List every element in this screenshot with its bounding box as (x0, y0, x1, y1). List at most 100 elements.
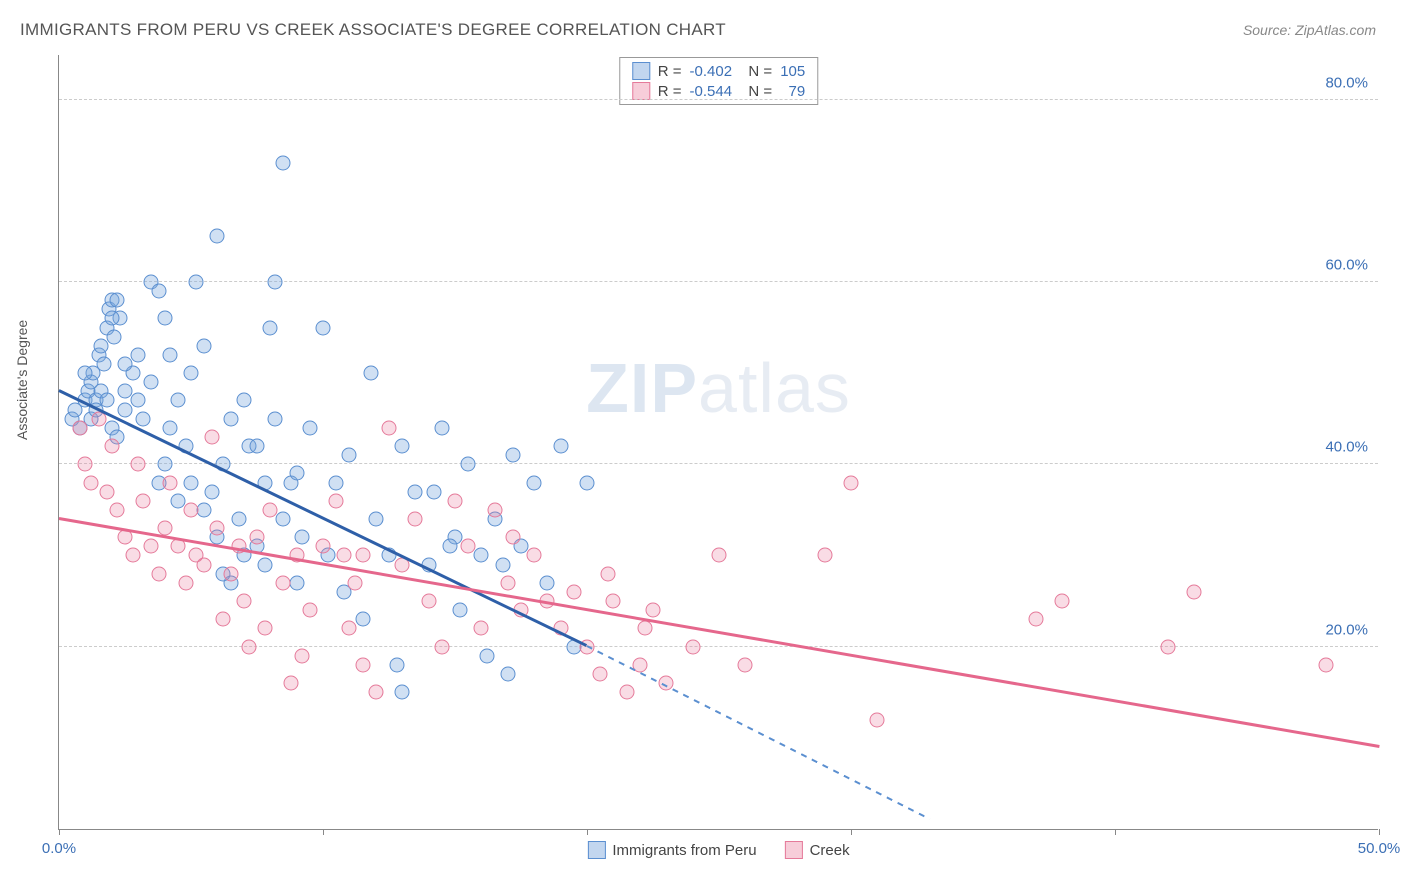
data-point (107, 329, 122, 344)
data-point (500, 575, 515, 590)
data-point (170, 393, 185, 408)
data-point (593, 667, 608, 682)
data-point (434, 639, 449, 654)
source-label: Source: ZipAtlas.com (1243, 22, 1376, 38)
data-point (289, 575, 304, 590)
trend-line (58, 389, 587, 647)
data-point (144, 539, 159, 554)
data-point (257, 621, 272, 636)
data-point (131, 393, 146, 408)
data-point (566, 584, 581, 599)
data-point (136, 493, 151, 508)
data-point (184, 475, 199, 490)
gridline (59, 646, 1378, 647)
gridline (59, 463, 1378, 464)
data-point (110, 293, 125, 308)
data-point (294, 530, 309, 545)
data-point (355, 548, 370, 563)
data-point (184, 502, 199, 517)
data-point (99, 393, 114, 408)
data-point (844, 475, 859, 490)
ytick-label: 60.0% (1325, 256, 1368, 273)
data-point (250, 530, 265, 545)
data-point (553, 439, 568, 454)
data-point (355, 657, 370, 672)
gridline (59, 99, 1378, 100)
data-point (131, 347, 146, 362)
data-point (99, 484, 114, 499)
data-point (474, 621, 489, 636)
data-point (606, 594, 621, 609)
data-point (712, 548, 727, 563)
data-point (461, 539, 476, 554)
data-point (197, 557, 212, 572)
data-point (263, 320, 278, 335)
data-point (500, 667, 515, 682)
data-point (1319, 657, 1334, 672)
data-point (368, 685, 383, 700)
legend-swatch-series1 (587, 841, 605, 859)
data-point (197, 502, 212, 517)
data-point (210, 521, 225, 536)
data-point (131, 457, 146, 472)
data-point (162, 347, 177, 362)
data-point (83, 475, 98, 490)
stats-row-series1: R = -0.402 N = 105 (632, 62, 805, 80)
data-point (284, 676, 299, 691)
xtick-label: 0.0% (42, 840, 76, 857)
data-point (870, 712, 885, 727)
data-point (1160, 639, 1175, 654)
xtick (851, 829, 852, 835)
data-point (276, 512, 291, 527)
data-point (118, 357, 133, 372)
data-point (184, 366, 199, 381)
data-point (580, 475, 595, 490)
data-point (73, 420, 88, 435)
data-point (368, 512, 383, 527)
data-point (263, 502, 278, 517)
data-point (1055, 594, 1070, 609)
data-point (342, 621, 357, 636)
data-point (96, 357, 111, 372)
data-point (527, 475, 542, 490)
data-point (619, 685, 634, 700)
data-point (197, 338, 212, 353)
data-point (162, 420, 177, 435)
data-point (276, 156, 291, 171)
xtick (59, 829, 60, 835)
data-point (474, 548, 489, 563)
ytick-label: 80.0% (1325, 74, 1368, 91)
data-point (104, 439, 119, 454)
data-point (289, 466, 304, 481)
data-point (157, 311, 172, 326)
data-point (78, 366, 93, 381)
xtick (323, 829, 324, 835)
data-point (110, 502, 125, 517)
swatch-series2 (632, 82, 650, 100)
data-point (448, 493, 463, 508)
legend: Immigrants from Peru Creek (587, 841, 849, 859)
data-point (506, 448, 521, 463)
data-point (355, 612, 370, 627)
data-point (506, 530, 521, 545)
data-point (257, 557, 272, 572)
data-point (302, 603, 317, 618)
xtick (587, 829, 588, 835)
data-point (408, 512, 423, 527)
data-point (817, 548, 832, 563)
data-point (382, 420, 397, 435)
data-point (104, 311, 119, 326)
chart-title: IMMIGRANTS FROM PERU VS CREEK ASSOCIATE'… (20, 20, 726, 40)
data-point (268, 411, 283, 426)
watermark: ZIPatlas (586, 348, 851, 428)
data-point (205, 484, 220, 499)
data-point (236, 393, 251, 408)
data-point (94, 338, 109, 353)
data-point (1187, 584, 1202, 599)
data-point (205, 429, 220, 444)
data-point (487, 502, 502, 517)
data-point (236, 594, 251, 609)
xtick (1379, 829, 1380, 835)
legend-item-series2: Creek (785, 841, 850, 859)
data-point (408, 484, 423, 499)
